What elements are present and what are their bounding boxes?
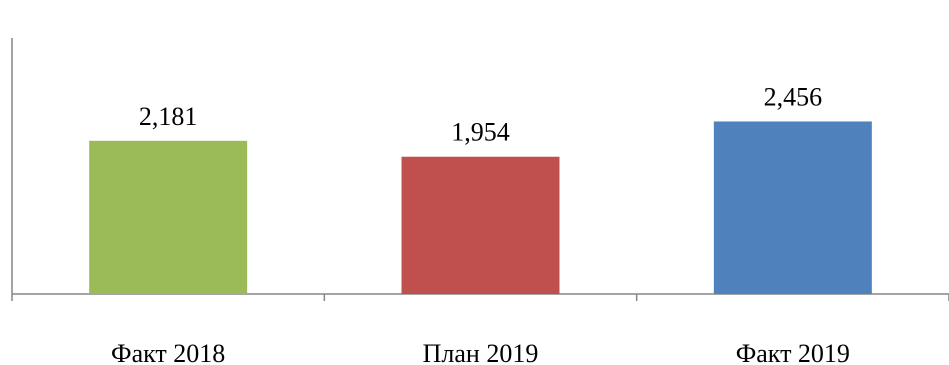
x-tick-label-3: Факт 2019: [736, 339, 850, 365]
x-tick-label-2: План 2019: [423, 339, 539, 365]
x-tick-label-1: Факт 2018: [111, 339, 225, 365]
data-label-3: 2,456: [764, 82, 823, 111]
x-tick-labels: Факт 2018 План 2019 Факт 2019: [111, 339, 850, 365]
bar-2: [401, 156, 560, 294]
bars: [89, 121, 872, 294]
data-label-2: 1,954: [451, 118, 510, 147]
data-label-1: 2,181: [139, 102, 198, 131]
x-ticks: [11, 294, 949, 301]
data-labels: 2,181 1,954 2,456: [139, 82, 822, 146]
bar-3: [713, 121, 872, 294]
bar-1: [89, 140, 248, 294]
